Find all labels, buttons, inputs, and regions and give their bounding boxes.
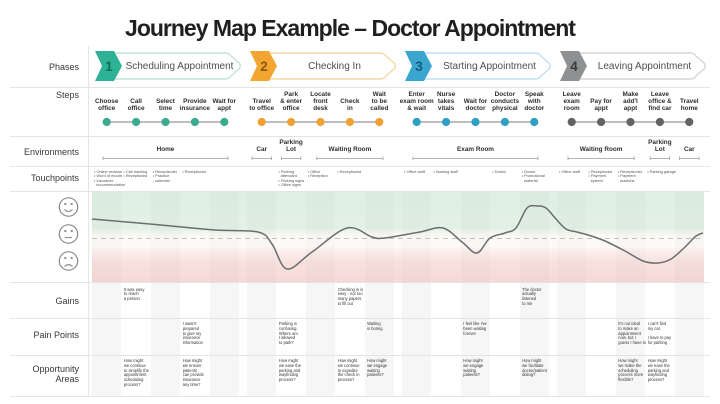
svg-text:3: 3 [415, 59, 423, 74]
svg-text:4: 4 [570, 59, 578, 74]
svg-text:1: 1 [105, 59, 113, 74]
svg-text:2: 2 [260, 59, 268, 74]
